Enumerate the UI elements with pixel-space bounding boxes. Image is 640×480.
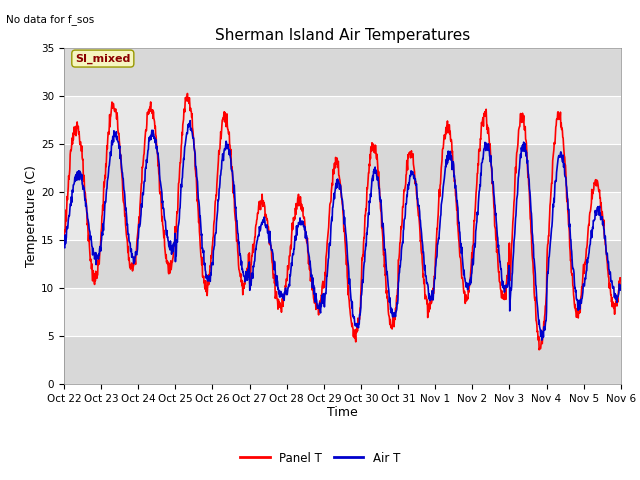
Panel T (552, 131, 559, 137)
Air T (429, 297, 437, 303)
Y-axis label: Temperature (C): Temperature (C) (25, 165, 38, 267)
Text: SI_mixed: SI_mixed (75, 53, 131, 64)
Panel T (184, 91, 191, 96)
Bar (64, 144, 621, 192)
Air T (184, 124, 191, 130)
Panel T (246, 281, 254, 287)
Air T (617, 283, 625, 288)
Panel T (429, 285, 437, 291)
Bar (64, 336, 621, 384)
Air T (60, 244, 68, 250)
Panel T (184, 98, 192, 104)
Panel T (535, 347, 543, 353)
Legend: Panel T, Air T: Panel T, Air T (236, 447, 404, 469)
Bar (64, 48, 621, 96)
Air T (502, 283, 509, 288)
Panel T (60, 241, 68, 247)
X-axis label: Time: Time (327, 407, 358, 420)
Bar (64, 96, 621, 144)
Air T (186, 118, 194, 123)
Air T (246, 281, 254, 287)
Bar (64, 288, 621, 336)
Air T (552, 178, 559, 183)
Line: Air T: Air T (64, 120, 621, 340)
Bar (64, 240, 621, 288)
Bar (64, 192, 621, 240)
Panel T (617, 276, 625, 281)
Panel T (502, 297, 509, 302)
Air T (538, 337, 546, 343)
Air T (170, 240, 178, 245)
Text: No data for f_sos: No data for f_sos (6, 14, 95, 25)
Line: Panel T: Panel T (64, 94, 621, 350)
Title: Sherman Island Air Temperatures: Sherman Island Air Temperatures (215, 28, 470, 43)
Panel T (170, 240, 178, 246)
